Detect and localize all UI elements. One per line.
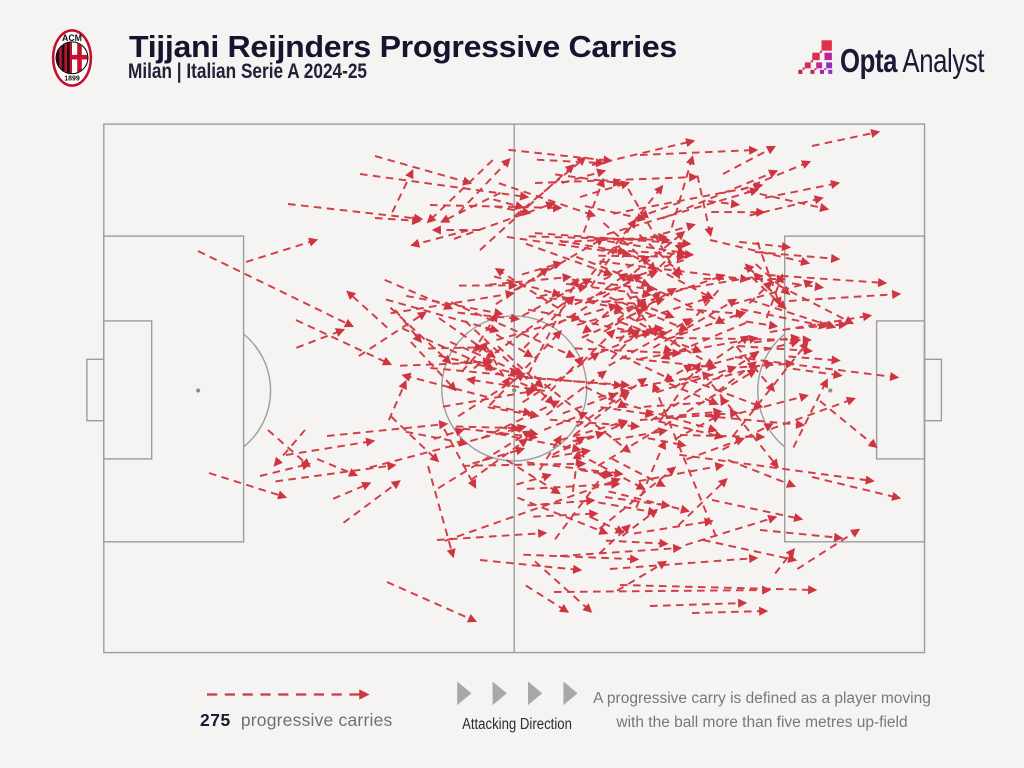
svg-text:1899: 1899: [64, 76, 80, 83]
svg-text:ACM: ACM: [62, 33, 82, 43]
